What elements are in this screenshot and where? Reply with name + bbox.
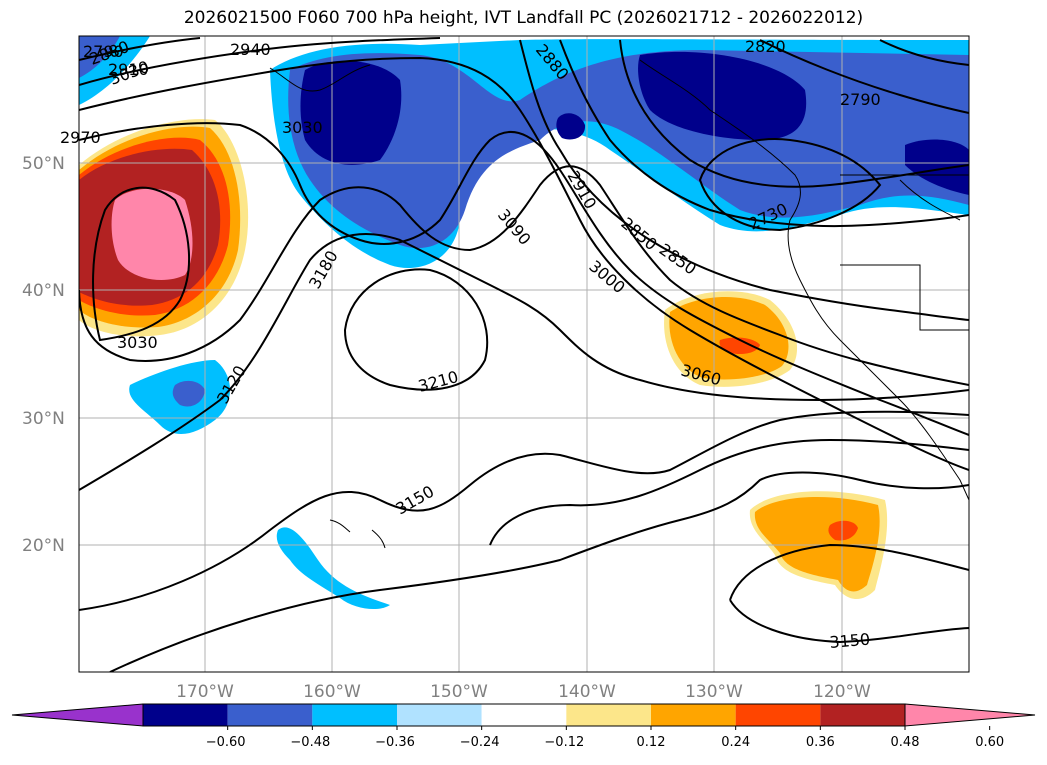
map-frame xyxy=(78,35,970,673)
contour-label: 2820 xyxy=(745,37,786,56)
colorbar-swatch xyxy=(143,704,228,726)
lat-label: 30°N xyxy=(22,409,65,429)
colorbar-tick-label: −0.48 xyxy=(290,735,330,750)
latitude-labels: 50°N 40°N 30°N 20°N xyxy=(22,154,65,556)
longitude-labels: 170°W 160°W 150°W 140°W 130°W 120°W xyxy=(176,682,871,702)
colorbar-tick-label: 0.36 xyxy=(806,735,835,750)
colorbar-swatch xyxy=(227,704,313,726)
contour-label: 3150 xyxy=(829,630,871,652)
lon-label: 160°W xyxy=(303,682,361,702)
contour-label: 2910 xyxy=(108,60,149,79)
colorbar-swatch xyxy=(481,704,567,726)
positive-ivt-south-red xyxy=(828,520,858,541)
contour-label: 2790 xyxy=(840,90,881,109)
shading-layer xyxy=(79,36,969,610)
contour-label: 2790 xyxy=(83,42,124,61)
positive-ivt-west-pink xyxy=(111,188,193,280)
negative-ivt-core-west xyxy=(300,60,402,165)
colorbar-tick-label: 0.60 xyxy=(975,735,1004,750)
colorbar-tick-label: 0.48 xyxy=(891,735,920,750)
lon-label: 170°W xyxy=(176,682,234,702)
contour-label: 2970 xyxy=(60,128,101,147)
negative-ivt-core-small xyxy=(556,113,586,140)
negative-ivt-core-east xyxy=(638,51,807,140)
lon-label: 150°W xyxy=(430,682,488,702)
colorbar: −0.60 −0.48 −0.36 −0.24 −0.12 0.12 0.24 0.36 0.4… xyxy=(11,703,1036,750)
colorbar-tick-label: −0.60 xyxy=(206,735,246,750)
contour-label: 3030 xyxy=(282,118,323,137)
lon-label: 130°W xyxy=(685,682,743,702)
coastlines xyxy=(269,59,969,549)
colorbar-swatch xyxy=(397,704,482,726)
positive-ivt-central-red xyxy=(719,337,760,355)
colorbar-tick-label: 0.12 xyxy=(637,735,666,750)
colorbar-swatch xyxy=(735,704,821,726)
lat-label: 20°N xyxy=(22,536,65,556)
height-contours xyxy=(79,37,969,672)
colorbar-tick-label: −0.24 xyxy=(460,735,500,750)
colorbar-swatch xyxy=(566,704,651,726)
negative-ivt-nw-inner xyxy=(79,36,120,78)
colorbar-frame xyxy=(142,703,906,727)
positive-ivt-south-orange xyxy=(754,496,880,592)
colorbar-tick-label: −0.36 xyxy=(375,735,415,750)
lon-label: 120°W xyxy=(813,682,871,702)
lat-label: 40°N xyxy=(22,281,65,301)
gridlines xyxy=(79,36,969,672)
colorbar-extend-max xyxy=(904,703,1036,727)
colorbar-swatch xyxy=(312,704,397,726)
colorbar-swatch xyxy=(651,704,736,726)
colorbar-extend-min xyxy=(11,703,144,727)
negative-ivt-core-ne xyxy=(905,139,969,195)
contour-label: 3030 xyxy=(117,333,158,352)
colorbar-tick-label: 0.24 xyxy=(721,735,750,750)
colorbar-swatch xyxy=(820,704,905,726)
lat-label: 50°N xyxy=(22,154,65,174)
contour-label: 2940 xyxy=(230,40,271,59)
colorbar-tick-label: −0.12 xyxy=(544,735,584,750)
map-title: 2026021500 F060 700 hPa height, IVT Land… xyxy=(183,8,864,28)
negative-ivt-patch-2 xyxy=(276,527,390,610)
lon-label: 140°W xyxy=(558,682,616,702)
negative-ivt-patch-1-inner xyxy=(172,380,205,407)
